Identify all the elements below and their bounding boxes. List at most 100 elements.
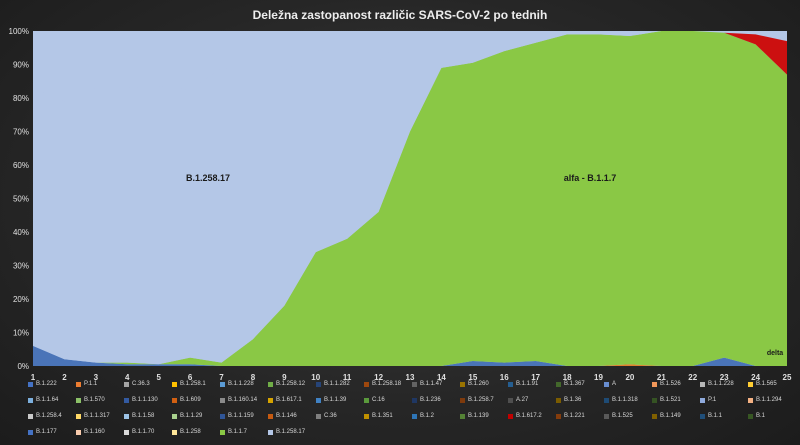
- x-tick-label: 7: [219, 373, 224, 382]
- x-tick-label: 4: [125, 373, 130, 382]
- x-tick-label: 2: [62, 373, 67, 382]
- y-tick-label: 10%: [13, 329, 29, 338]
- legend-swatch: [700, 381, 705, 387]
- legend-swatch: [316, 413, 321, 419]
- x-tick-label: 1: [31, 373, 36, 382]
- legend-swatch: [364, 413, 369, 419]
- legend-label: P.1.1: [84, 381, 98, 387]
- legend-swatch: [172, 413, 177, 419]
- x-tick-label: 17: [531, 373, 540, 382]
- x-tick-label: 21: [657, 373, 666, 382]
- legend-swatch: [508, 397, 513, 403]
- legend-entry: B.1.1.228: [700, 376, 748, 392]
- y-tick-label: 40%: [13, 228, 29, 237]
- legend-entry: B.1.258: [172, 424, 220, 440]
- x-tick-label: 6: [188, 373, 193, 382]
- x-tick-label: 9: [282, 373, 287, 382]
- legend-entry: B.1.1.7: [220, 424, 268, 440]
- legend-swatch: [412, 381, 417, 387]
- legend-label: B.1.236: [420, 397, 441, 403]
- legend-label: B.1.1.58: [132, 413, 155, 419]
- legend-entry: B.1.236: [412, 392, 460, 408]
- legend-label: B.1.1.91: [516, 381, 539, 387]
- legend-entry: B.1.221: [556, 408, 604, 424]
- legend-label: B.1.617.1: [276, 397, 302, 403]
- legend-label: B.1.609: [180, 397, 201, 403]
- legend-swatch: [124, 429, 129, 435]
- legend-swatch: [316, 381, 321, 387]
- legend-swatch: [508, 413, 513, 419]
- legend-entry: B.1.160.14: [220, 392, 268, 408]
- legend-entry: B.1.1.64: [28, 392, 76, 408]
- legend-swatch: [76, 413, 81, 419]
- legend-entry: B.1.1.282: [316, 376, 364, 392]
- legend-entry: P.1.1: [76, 376, 124, 392]
- x-axis: 1 2 3 4 5 6 7 8 9 10 11 12 13 14 15 16 17 18 19 20 21 22 23 24 2…: [31, 373, 792, 382]
- legend-label: B.1.258.17: [276, 429, 306, 435]
- legend-label: B.1.1.318: [612, 397, 638, 403]
- legend-entry: B.1.1: [700, 408, 748, 424]
- legend-swatch: [412, 413, 417, 419]
- legend-swatch: [556, 413, 561, 419]
- legend-entry: B.1.1.29: [172, 408, 220, 424]
- legend-label: C.16: [372, 397, 385, 403]
- legend-entry: P.1: [700, 392, 748, 408]
- legend-entry: B.1.1.294: [748, 392, 796, 408]
- legend-label: B.1.1.47: [420, 381, 443, 387]
- legend-entry: B.1.1.58: [124, 408, 172, 424]
- legend-entry: B.1: [748, 408, 796, 424]
- x-tick-label: 12: [374, 373, 383, 382]
- legend-entry: B.1.617.1: [268, 392, 316, 408]
- legend-label: B.1.526: [660, 381, 681, 387]
- legend-label: B.1.258.12: [276, 381, 306, 387]
- x-tick-label: 22: [688, 373, 697, 382]
- legend-swatch: [460, 381, 465, 387]
- legend-swatch: [268, 413, 273, 419]
- series-area-B.1.1.7: [33, 31, 787, 366]
- legend-entry: B.1.565: [748, 376, 796, 392]
- y-tick-label: 90%: [13, 61, 29, 70]
- legend-entry: B.1.367: [556, 376, 604, 392]
- legend-label: B.1.2: [420, 413, 435, 419]
- legend-swatch: [700, 413, 705, 419]
- legend-label: B.1.221: [564, 413, 585, 419]
- legend-label: B.1.367: [564, 381, 585, 387]
- legend-entry: A: [604, 376, 652, 392]
- x-tick-label: 20: [625, 373, 634, 382]
- legend-label: B.1.1.228: [708, 381, 734, 387]
- y-axis: 0% 10% 20% 30% 40% 50% 60% 70% 80% 90% 100%: [9, 27, 29, 371]
- legend-swatch: [172, 397, 177, 403]
- legend-entry: B.1.1.70: [124, 424, 172, 440]
- y-tick-label: 60%: [13, 161, 29, 170]
- x-tick-label: 23: [720, 373, 729, 382]
- legend-entry: C.16: [364, 392, 412, 408]
- legend-entry: B.1.260: [460, 376, 508, 392]
- x-tick-label: 14: [437, 373, 446, 382]
- legend-label: B.1.160: [84, 429, 105, 435]
- legend-entry: B.1.2: [412, 408, 460, 424]
- y-tick-label: 20%: [13, 295, 29, 304]
- legend-entry: B.1.139: [460, 408, 508, 424]
- legend-label: B.1.565: [756, 381, 777, 387]
- legend-label: B.1.1.7: [228, 429, 248, 435]
- x-tick-label: 19: [594, 373, 603, 382]
- legend-entry: B.1.258.17: [268, 424, 316, 440]
- legend-entry: B.1.149: [652, 408, 700, 424]
- legend-swatch: [556, 381, 561, 387]
- series-area-B.1.222: [33, 345, 787, 366]
- x-tick-label: 10: [311, 373, 320, 382]
- legend-swatch: [124, 413, 129, 419]
- legend-swatch: [460, 413, 465, 419]
- legend-entry: B.1.258.1: [172, 376, 220, 392]
- x-tick-label: 8: [251, 373, 256, 382]
- legend-entry: B.1.146: [268, 408, 316, 424]
- annotation-alfa: alfa - B.1.1.7: [564, 173, 617, 183]
- legend-swatch: [124, 397, 129, 403]
- legend-entry: B.1.258.12: [268, 376, 316, 392]
- y-tick-label: 50%: [13, 195, 29, 204]
- legend-swatch: [28, 397, 33, 403]
- legend-entry: A.27: [508, 392, 556, 408]
- legend-label: B.1.521: [660, 397, 681, 403]
- legend-entry: B.1.351: [364, 408, 412, 424]
